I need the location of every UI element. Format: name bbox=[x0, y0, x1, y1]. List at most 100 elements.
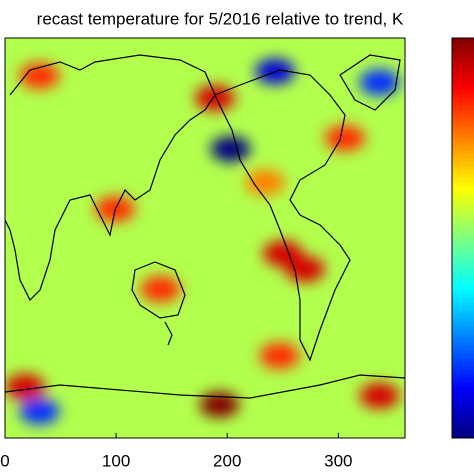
colorbar-step bbox=[452, 306, 474, 311]
colorbar-step bbox=[452, 278, 474, 283]
colorbar-step bbox=[452, 434, 474, 439]
colorbar-step bbox=[452, 226, 474, 231]
colorbar-step bbox=[452, 230, 474, 235]
anomaly bbox=[19, 62, 60, 89]
anomaly bbox=[210, 136, 251, 163]
colorbar-step bbox=[452, 262, 474, 267]
x-tick-label: 300 bbox=[324, 451, 352, 470]
colorbar-step bbox=[452, 234, 474, 239]
colorbar-step bbox=[452, 282, 474, 287]
colorbar-step bbox=[452, 126, 474, 131]
anomaly bbox=[199, 391, 240, 418]
colorbar-step bbox=[452, 130, 474, 135]
colorbar-step bbox=[452, 338, 474, 343]
colorbar-step bbox=[452, 342, 474, 347]
colorbar-step bbox=[452, 50, 474, 55]
colorbar-step bbox=[452, 270, 474, 275]
coastlines bbox=[5, 54, 405, 399]
colorbar-step bbox=[452, 154, 474, 159]
anomaly bbox=[285, 256, 325, 283]
colorbar-step bbox=[452, 310, 474, 315]
colorbar-step bbox=[452, 142, 474, 147]
anomaly bbox=[259, 342, 300, 369]
colorbar-step bbox=[452, 102, 474, 107]
colorbar-step bbox=[452, 294, 474, 299]
colorbar-step bbox=[452, 202, 474, 207]
colorbar-step bbox=[452, 94, 474, 99]
anomaly-layer bbox=[5, 58, 400, 425]
colorbar-step bbox=[452, 334, 474, 339]
colorbar-step bbox=[452, 166, 474, 171]
anomaly bbox=[19, 398, 60, 425]
colorbar-step bbox=[452, 106, 474, 111]
colorbar-step bbox=[452, 354, 474, 359]
colorbar-step bbox=[452, 138, 474, 143]
anomaly bbox=[5, 373, 45, 400]
colorbar-step bbox=[452, 178, 474, 183]
chart-title: recast temperature for 5/2016 relative t… bbox=[37, 9, 404, 28]
colorbar-step bbox=[452, 286, 474, 291]
colorbar-step bbox=[452, 410, 474, 415]
colorbar-step bbox=[452, 78, 474, 83]
colorbar-step bbox=[452, 406, 474, 411]
x-tick-label: 100 bbox=[102, 451, 130, 470]
colorbar-step bbox=[452, 90, 474, 95]
x-tick-label: 200 bbox=[213, 451, 241, 470]
colorbar-step bbox=[452, 46, 474, 51]
colorbar-frame bbox=[451, 37, 474, 439]
colorbar-step bbox=[452, 186, 474, 191]
colorbar-step bbox=[452, 146, 474, 151]
colorbar-step bbox=[452, 66, 474, 71]
colorbar-step bbox=[452, 198, 474, 203]
colorbar-step bbox=[452, 170, 474, 175]
colorbar-step bbox=[452, 298, 474, 303]
colorbar-step bbox=[452, 38, 474, 43]
colorbar-step bbox=[452, 254, 474, 259]
colorbar-step bbox=[452, 98, 474, 103]
colorbar-step bbox=[452, 350, 474, 355]
colorbar-step bbox=[452, 418, 474, 423]
colorbar-step bbox=[452, 274, 474, 279]
colorbar-step bbox=[452, 402, 474, 407]
colorbar-step bbox=[452, 150, 474, 155]
colorbar-step bbox=[452, 374, 474, 379]
colorbar-step bbox=[452, 122, 474, 127]
colorbar-step bbox=[452, 110, 474, 115]
colorbar-step bbox=[452, 58, 474, 63]
colorbar-step bbox=[452, 426, 474, 431]
colorbar-step bbox=[452, 314, 474, 319]
colorbar-step bbox=[452, 238, 474, 243]
colorbar-step bbox=[452, 386, 474, 391]
colorbar-step bbox=[452, 430, 474, 435]
colorbar-step bbox=[452, 318, 474, 323]
colorbar-step bbox=[452, 74, 474, 79]
colorbar-step bbox=[452, 118, 474, 123]
colorbar-step bbox=[452, 422, 474, 427]
colorbar-step bbox=[452, 182, 474, 187]
colorbar-step bbox=[452, 414, 474, 419]
colorbar-step bbox=[452, 62, 474, 67]
colorbar-step bbox=[452, 158, 474, 163]
colorbar-step bbox=[452, 398, 474, 403]
colorbar-step bbox=[452, 246, 474, 251]
colorbar-step bbox=[452, 194, 474, 199]
colorbar-step bbox=[452, 290, 474, 295]
colorbar-step bbox=[452, 86, 474, 91]
anomaly bbox=[359, 382, 400, 409]
anomaly bbox=[245, 169, 285, 196]
colorbar-step bbox=[452, 82, 474, 87]
anomaly bbox=[325, 125, 365, 151]
colorbar-step bbox=[452, 394, 474, 399]
anomaly bbox=[140, 276, 181, 303]
plot-frame bbox=[4, 37, 406, 439]
colorbar-step bbox=[452, 390, 474, 395]
colorbar-step bbox=[452, 214, 474, 219]
colorbar-step bbox=[452, 358, 474, 363]
colorbar-step bbox=[452, 302, 474, 307]
colorbar-step bbox=[452, 266, 474, 271]
colorbar-step bbox=[452, 114, 474, 119]
colorbar-step bbox=[452, 330, 474, 335]
colorbar-step bbox=[452, 222, 474, 227]
colorbar-step bbox=[452, 210, 474, 215]
